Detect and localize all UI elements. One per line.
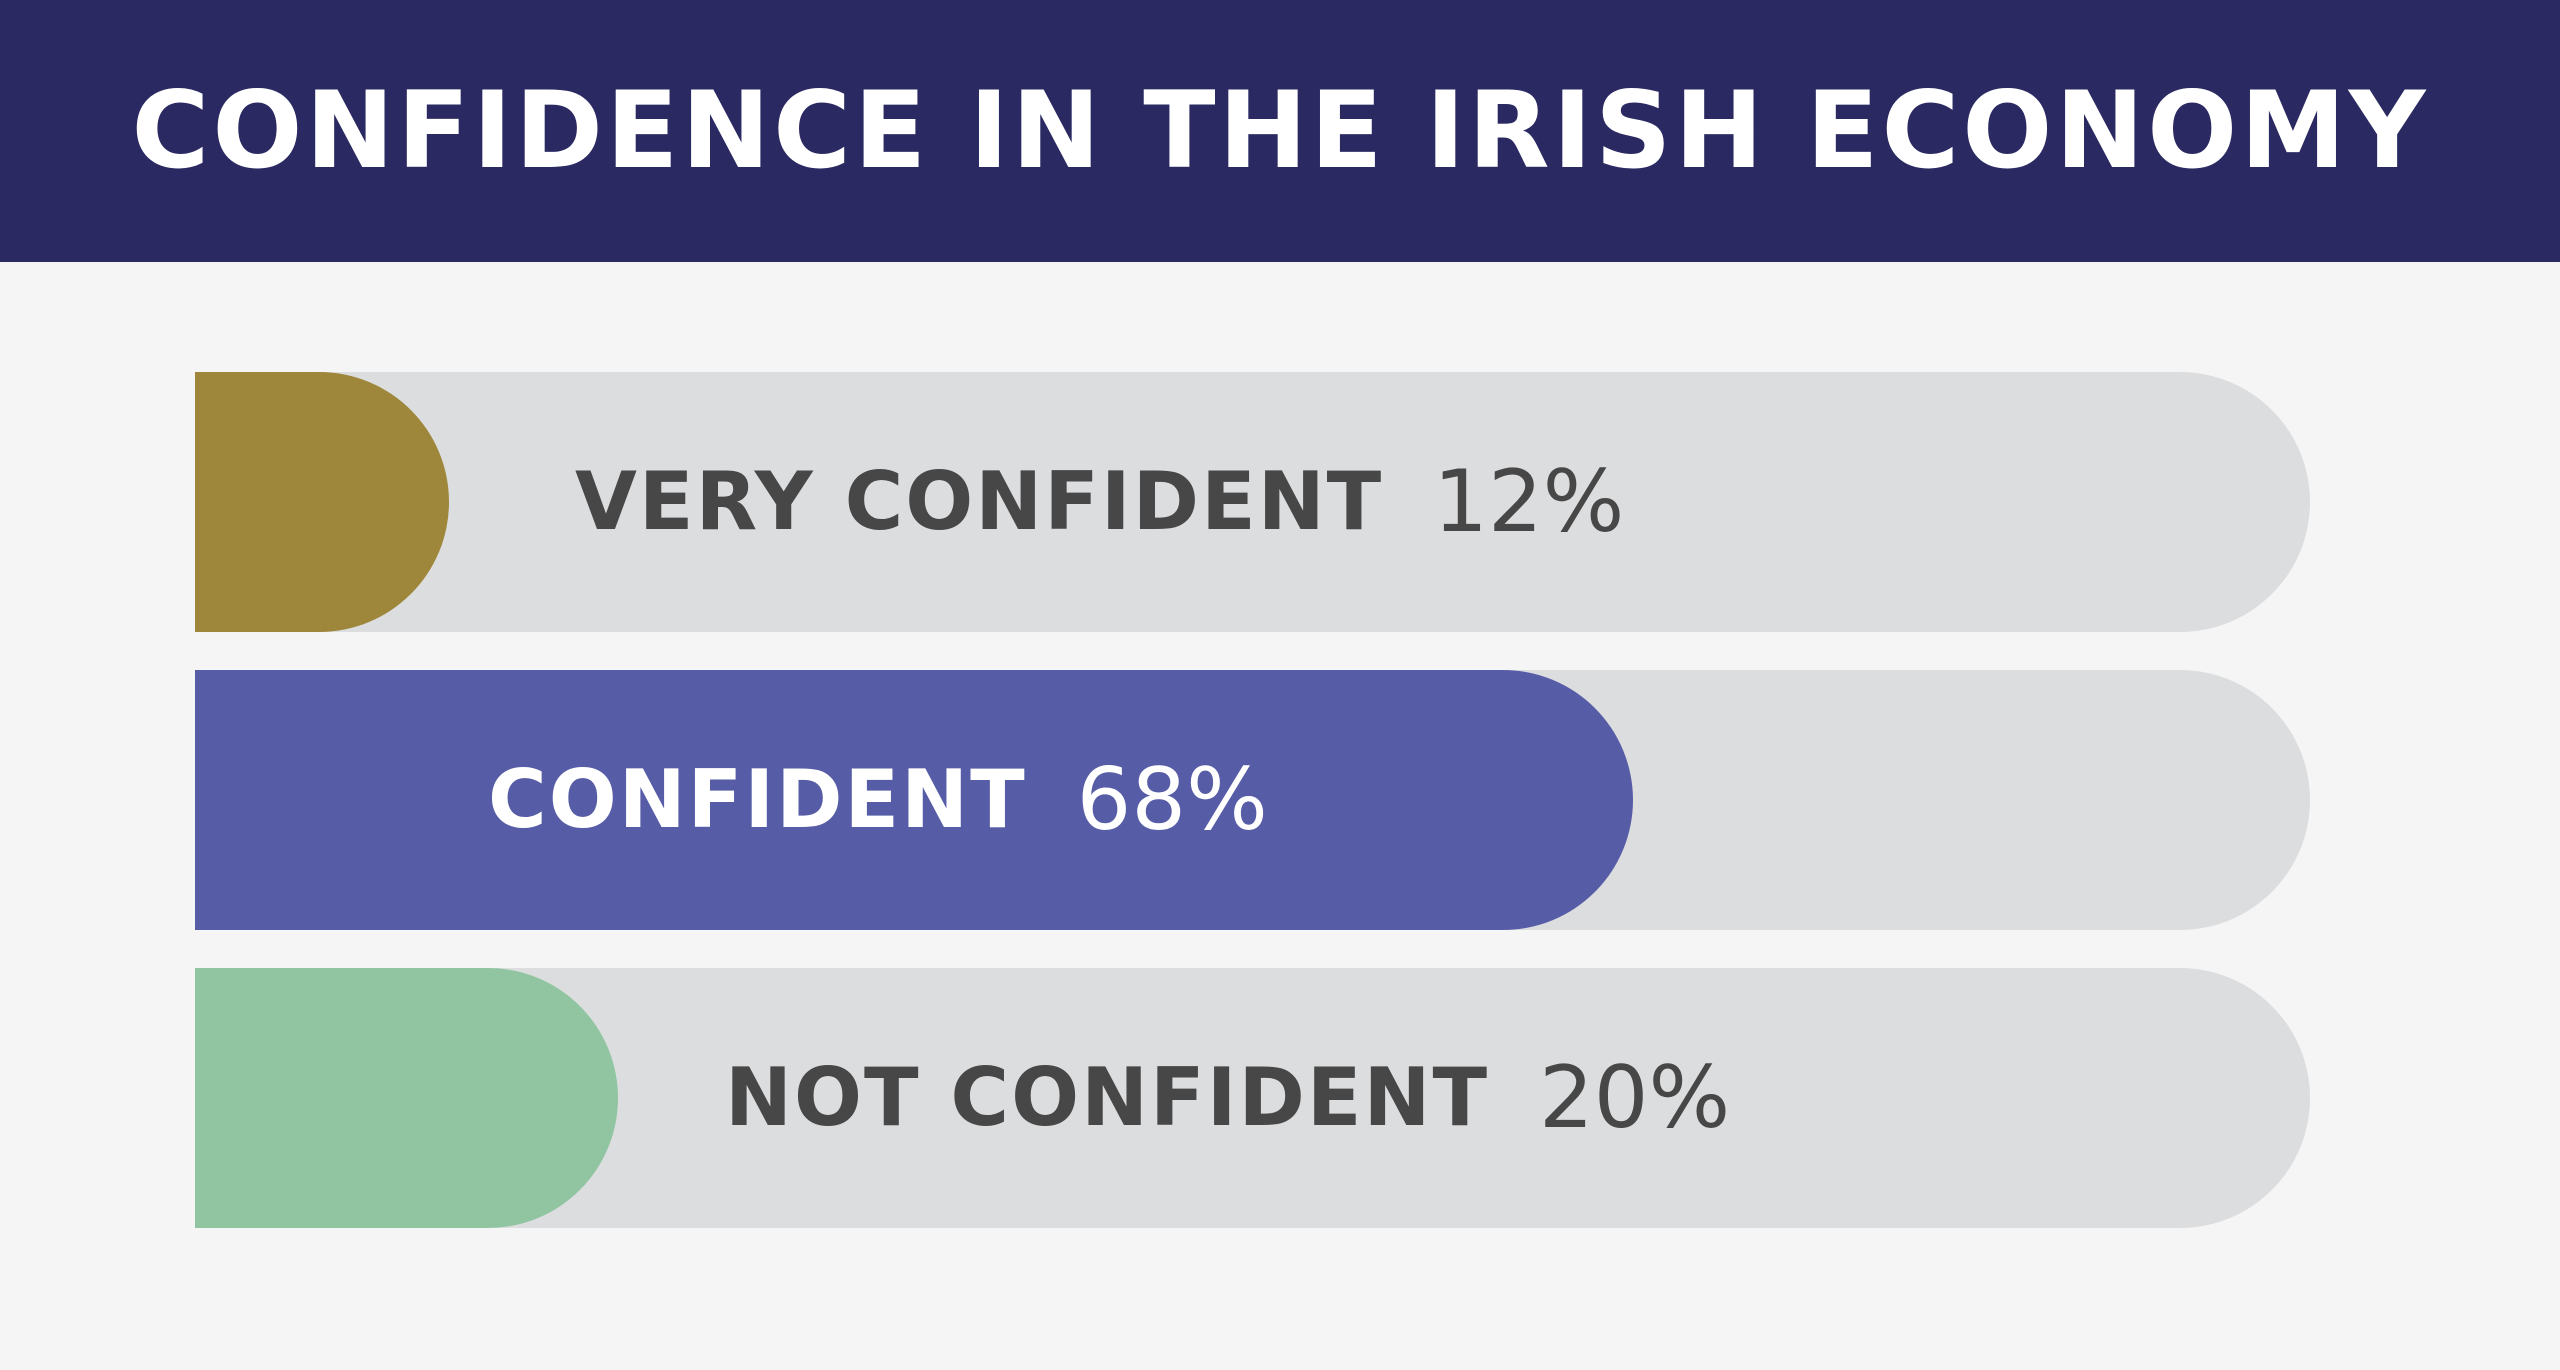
header-banner: CONFIDENCE IN THE IRISH ECONOMY (0, 0, 2560, 262)
category-label: CONFIDENT (488, 753, 1027, 846)
bar-label-very-confident: VERY CONFIDENT 12% (575, 372, 1624, 632)
bar-fill-confident (195, 670, 1634, 930)
value-label: 20% (1539, 1048, 1731, 1148)
value-label: 68% (1076, 750, 1268, 850)
category-label: NOT CONFIDENT (725, 1051, 1490, 1144)
bar-track (195, 372, 2310, 632)
bar-label-confident: CONFIDENT 68% (488, 670, 1268, 930)
bar-row-very-confident: VERY CONFIDENT 12% (195, 372, 2310, 632)
value-label: 12% (1433, 452, 1625, 552)
bar-chart: VERY CONFIDENT 12% CONFIDENT 68% NOT CON… (0, 262, 2560, 1370)
bar-fill-not-confident (195, 968, 618, 1228)
bar-fill-very-confident (195, 372, 449, 632)
category-label: VERY CONFIDENT (575, 455, 1384, 548)
bar-row-confident: CONFIDENT 68% (195, 670, 2310, 930)
chart-title: CONFIDENCE IN THE IRISH ECONOMY (131, 69, 2429, 192)
bar-label-not-confident: NOT CONFIDENT 20% (725, 968, 1730, 1228)
bar-row-not-confident: NOT CONFIDENT 20% (195, 968, 2310, 1228)
